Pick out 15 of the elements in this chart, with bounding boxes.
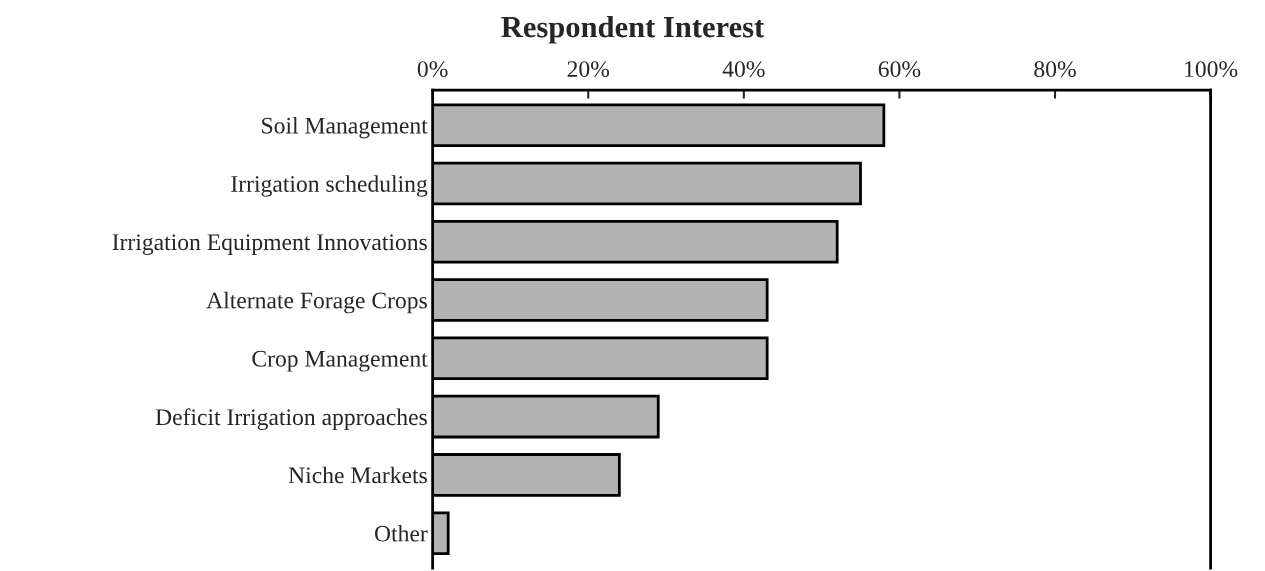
x-tick-label: 0%: [417, 61, 448, 78]
x-tick-label: 40%: [722, 61, 765, 78]
x-tick-label: 100%: [1185, 61, 1238, 78]
y-tick-label: Irrigation scheduling: [231, 175, 428, 197]
y-tick-label: Other: [374, 524, 428, 542]
x-tick-label: 80%: [1034, 61, 1076, 78]
y-tick-label: Irrigation Equipment Innovations: [112, 234, 427, 256]
y-tick-label: Niche Markets: [288, 466, 427, 484]
y-tick-label: Crop Management: [252, 350, 428, 372]
x-tick-label: 20%: [567, 61, 610, 78]
y-tick-label: Alternate Forage Crops: [206, 291, 427, 314]
chart-title: Respondent Interest: [501, 15, 765, 44]
x-tick-label: 60%: [878, 61, 921, 78]
y-tick-label: Soil Management: [262, 117, 428, 139]
y-tick-label: Deficit Irrigation approaches: [155, 408, 427, 431]
